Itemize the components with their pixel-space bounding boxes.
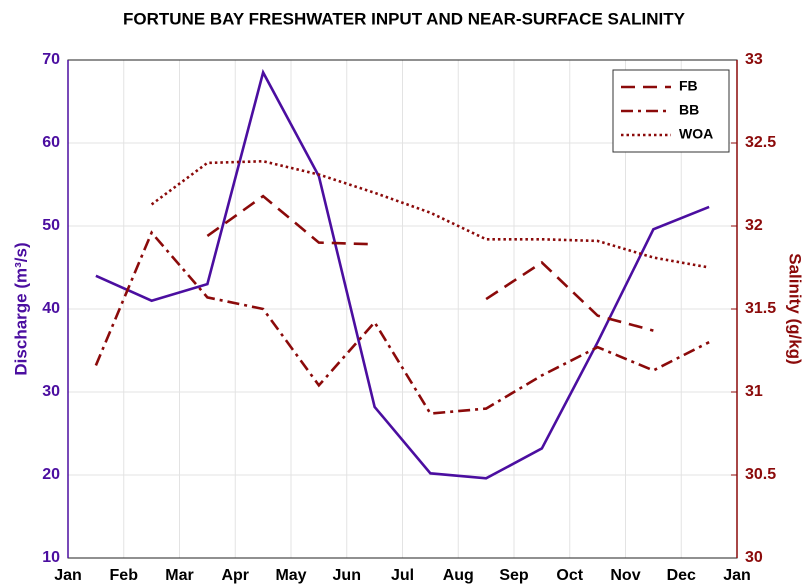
series-line: [150, 159, 710, 269]
x-tick-label: Jan: [54, 567, 82, 584]
legend-label: FB: [679, 78, 698, 94]
series-line: [485, 260, 654, 332]
x-tick-label: Mar: [165, 567, 193, 584]
y2-tick-label: 31: [745, 383, 763, 400]
y-tick-label: 50: [42, 217, 60, 234]
x-tick-label: Oct: [556, 567, 583, 584]
y-tick-label: 40: [42, 300, 60, 317]
y-tick-label: 10: [42, 549, 60, 566]
y2-tick-label: 32.5: [745, 134, 776, 151]
y-tick-label: 70: [42, 51, 60, 68]
y-tick-label: 20: [42, 466, 60, 483]
x-tick-label: Aug: [443, 567, 474, 584]
x-tick-label: Apr: [221, 567, 249, 584]
y2-tick-label: 30.5: [745, 466, 776, 483]
series-line: [95, 68, 710, 480]
x-tick-label: Jul: [391, 567, 414, 584]
x-tick-label: May: [275, 567, 306, 584]
y-tick-label: 60: [42, 134, 60, 151]
y2-tick-label: 30: [745, 549, 763, 566]
y2-axis-label: Salinity (g/kg): [786, 253, 805, 364]
x-tick-label: Jan: [723, 567, 751, 584]
x-tick-label: Sep: [499, 567, 529, 584]
series-line: [94, 230, 710, 415]
x-tick-label: Nov: [610, 567, 640, 584]
legend-label: BB: [679, 102, 699, 118]
y2-tick-label: 32: [745, 217, 763, 234]
chart-title: FORTUNE BAY FRESHWATER INPUT AND NEAR-SU…: [123, 9, 686, 28]
y-tick-label: 30: [42, 383, 60, 400]
x-tick-label: Jun: [333, 567, 361, 584]
y2-tick-label: 33: [745, 51, 763, 68]
series-line: [206, 194, 375, 246]
y-axis-label: Discharge (m³/s): [11, 242, 30, 375]
y2-tick-label: 31.5: [745, 300, 776, 317]
legend-label: WOA: [679, 126, 713, 142]
x-tick-label: Feb: [110, 567, 139, 584]
x-tick-label: Dec: [667, 567, 696, 584]
